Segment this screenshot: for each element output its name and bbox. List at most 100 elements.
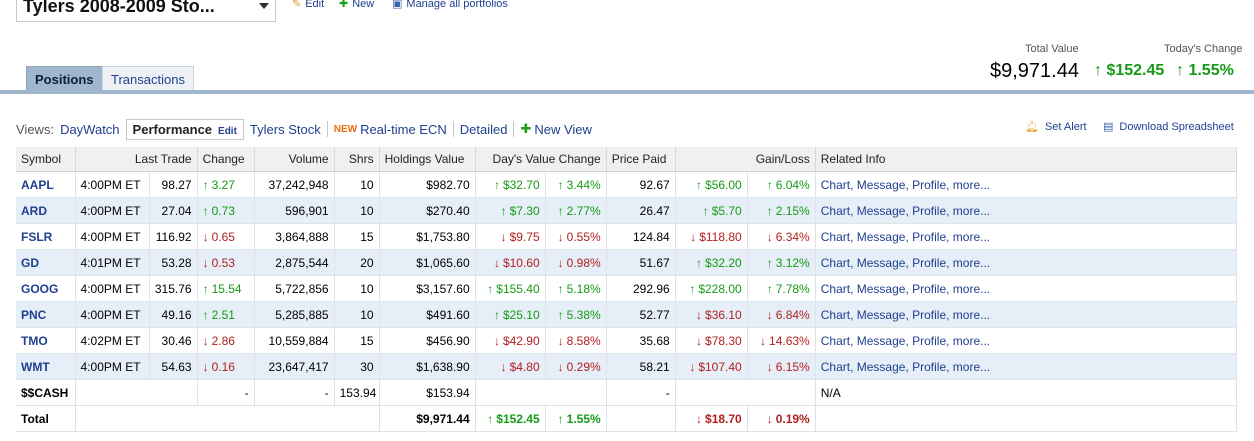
new-view-link[interactable]: New View [534, 121, 592, 137]
cell-holdings-value: $153.94 [379, 379, 476, 406]
view-daywatch[interactable]: DayWatch [60, 121, 120, 137]
cell-last-trade: 30.46 [149, 327, 198, 354]
tab-transactions[interactable]: Transactions [102, 66, 194, 90]
cell-last-trade: 27.04 [149, 197, 198, 224]
set-alert-link[interactable]: 🔔︎ Set Alert [1025, 120, 1087, 134]
cell-price-paid: 52.77 [606, 301, 676, 328]
cell-related-info[interactable]: Chart, Message, Profile, more... [815, 197, 1238, 224]
cell-related-info[interactable]: Chart, Message, Profile, more... [815, 327, 1238, 354]
view-detailed[interactable]: Detailed [459, 121, 508, 137]
cell-change: - [197, 379, 255, 406]
col-days-value-change[interactable]: Day's Value Change [475, 147, 607, 172]
cell-change: 0.65 [197, 223, 255, 250]
cell-shrs: 10 [334, 171, 380, 198]
cell-last-trade: 53.28 [149, 249, 198, 276]
chart-icon: ▣ [392, 0, 403, 10]
col-gain-loss[interactable]: Gain/Loss [675, 147, 816, 172]
edit-portfolio-link[interactable]: ✎ Edit [292, 0, 324, 10]
new-portfolio-link[interactable]: ✚ New [339, 0, 374, 10]
cell-related-info[interactable]: Chart, Message, Profile, more... [815, 275, 1238, 302]
cell-related-info[interactable]: Chart, Message, Profile, more... [815, 301, 1238, 328]
view-tylers-stock[interactable]: Tylers Stock [249, 121, 321, 137]
cell-related-info[interactable]: Chart, Message, Profile, more... [815, 171, 1238, 198]
cell-day-value-change: $7.30 [475, 197, 546, 224]
chevron-down-icon[interactable] [259, 3, 269, 9]
plus-icon: ✚ [339, 0, 349, 10]
cell-price-paid: 92.67 [606, 171, 676, 198]
cell-related-info[interactable]: Chart, Message, Profile, more... [815, 249, 1238, 276]
cell-shrs: 10 [334, 197, 380, 224]
cell-volume: 2,875,544 [254, 249, 335, 276]
cell-symbol[interactable]: TMO [16, 327, 76, 354]
cell-symbol[interactable]: FSLR [16, 223, 76, 250]
cell-symbol[interactable]: GD [16, 249, 76, 276]
col-holdings-value[interactable]: Holdings Value [379, 147, 476, 172]
cell-volume: 10,559,884 [254, 327, 335, 354]
cell-total-dvc: $152.45 [475, 405, 546, 432]
cell-symbol[interactable]: GOOG [16, 275, 76, 302]
col-volume[interactable]: Volume [254, 147, 335, 172]
tab-positions[interactable]: Positions [26, 66, 103, 90]
cell-shrs: 153.94 [334, 379, 380, 406]
cell-gain-loss: $228.00 [675, 275, 748, 302]
cell-holdings-value: $270.40 [379, 197, 476, 224]
view-performance[interactable]: Performance Edit [125, 118, 244, 140]
total-value-label: Total Value [1025, 43, 1079, 55]
col-symbol[interactable]: Symbol [16, 147, 76, 172]
cell-empty [606, 405, 676, 432]
edit-link-label: Edit [305, 0, 325, 10]
cell-day-value-change-pct: 0.29% [545, 353, 607, 380]
col-related-info[interactable]: Related Info [815, 147, 1238, 172]
cell-holdings-value: $1,065.60 [379, 249, 476, 276]
cell-holdings-value: $1,638.90 [379, 353, 476, 380]
portfolio-select[interactable]: Tylers 2008-2009 Sto... [16, 0, 276, 22]
cell-price-paid: 35.68 [606, 327, 676, 354]
cell-related-info[interactable]: Chart, Message, Profile, more... [815, 353, 1238, 380]
change-amount-text: $152.45 [1106, 62, 1165, 79]
cell-gain-loss: $118.80 [675, 223, 748, 250]
cell-related-info[interactable]: Chart, Message, Profile, more... [815, 223, 1238, 250]
view-realtime-ecn[interactable]: Real-time ECN [360, 121, 447, 137]
download-label: Download Spreadsheet [1119, 120, 1234, 133]
cell-last-trade: 49.16 [149, 301, 198, 328]
table-row: GD4:01PM ET53.280.532,875,54420$1,065.60… [16, 249, 1238, 276]
cell-price-paid: 26.47 [606, 197, 676, 224]
cell-symbol: $$CASH [16, 379, 76, 406]
table-row-cash: $$CASH - -153.94 $153.94- N/A [16, 379, 1238, 406]
col-price-paid[interactable]: Price Paid [606, 147, 676, 172]
cell-symbol[interactable]: AAPL [16, 171, 76, 198]
cell-empty [815, 405, 1238, 432]
cell-empty [75, 405, 380, 432]
cell-price-paid: - [606, 379, 676, 406]
cell-change: 2.86 [197, 327, 255, 354]
cell-holdings-value: $982.70 [379, 171, 476, 198]
cell-holdings-value: $3,157.60 [379, 275, 476, 302]
cell-shrs: 10 [334, 301, 380, 328]
manage-portfolios-link[interactable]: ▣ Manage all portfolios [392, 0, 508, 10]
cell-symbol[interactable]: PNC [16, 301, 76, 328]
cell-gain-loss: $107.40 [675, 353, 748, 380]
view-performance-edit[interactable]: Edit [218, 125, 237, 137]
portfolio-name: Tylers 2008-2009 Sto... [23, 0, 215, 16]
cell-shrs: 20 [334, 249, 380, 276]
cell-gain-loss [675, 379, 816, 406]
cell-total-dvc-pct: 1.55% [545, 405, 607, 432]
cell-day-value-change: $32.70 [475, 171, 546, 198]
cell-symbol[interactable]: WMT [16, 353, 76, 380]
cell-change: 15.54 [197, 275, 255, 302]
col-shrs[interactable]: Shrs [334, 147, 380, 172]
col-last-trade[interactable]: Last Trade [75, 147, 198, 172]
cell-last-trade-time: 4:00PM ET [75, 171, 150, 198]
cell-last-trade-time: 4:00PM ET [75, 301, 150, 328]
cell-symbol[interactable]: ARD [16, 197, 76, 224]
cell-volume: 3,864,888 [254, 223, 335, 250]
cell-last-trade: 116.92 [149, 223, 198, 250]
cell-day-value-change: $155.40 [475, 275, 546, 302]
cell-day-value-change-pct: 5.38% [545, 301, 607, 328]
download-spreadsheet-link[interactable]: ▤ Download Spreadsheet [1103, 120, 1234, 134]
cell-last-trade-time: 4:02PM ET [75, 327, 150, 354]
col-change[interactable]: Change [197, 147, 255, 172]
todays-change-label: Today's Change [1164, 43, 1243, 55]
cell-last-trade: 315.76 [149, 275, 198, 302]
